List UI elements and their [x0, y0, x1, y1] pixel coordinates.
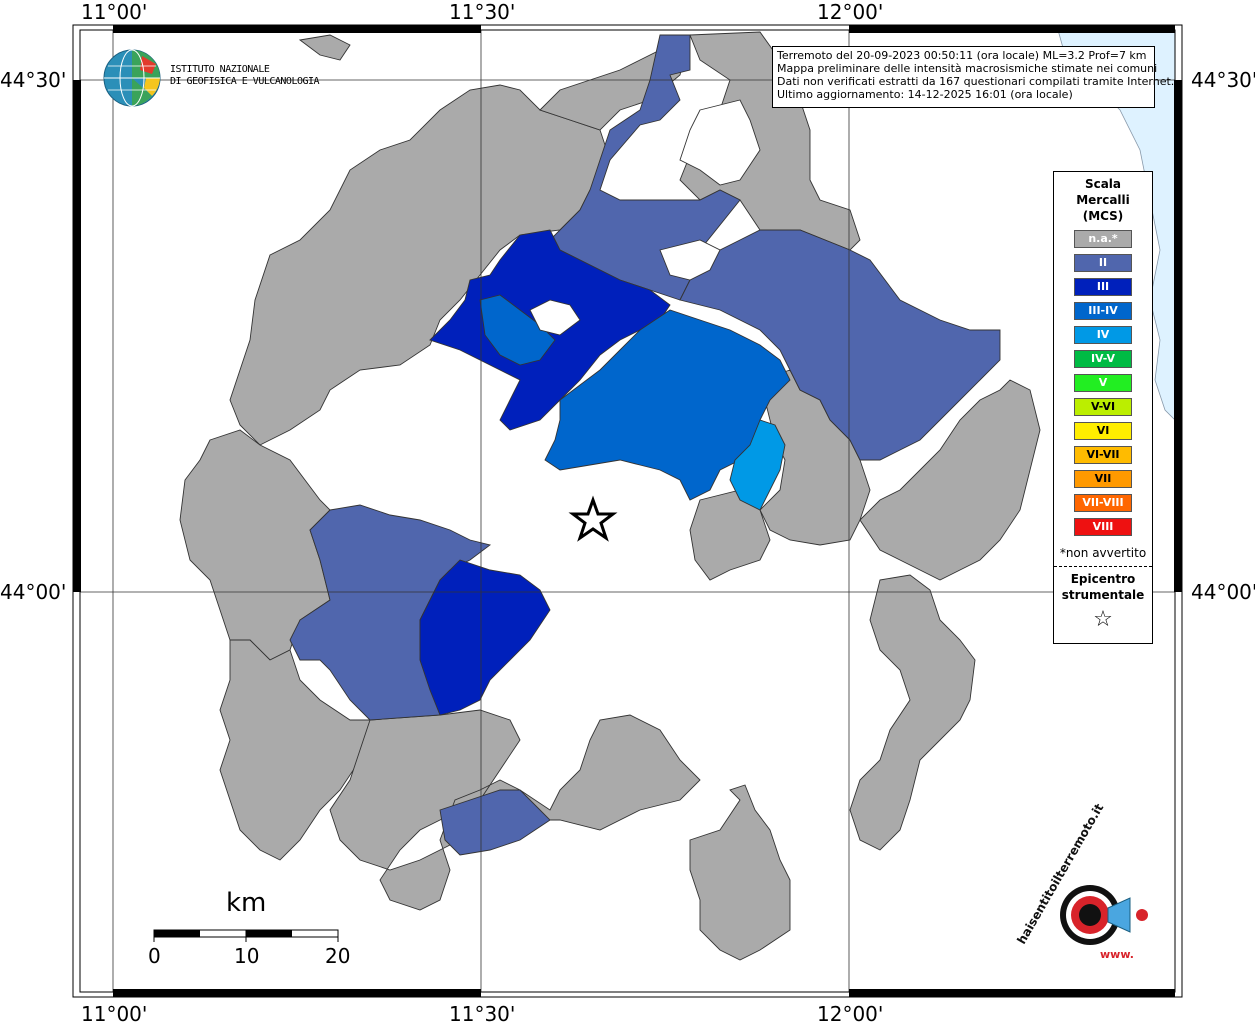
coord-right-1: 44°30'	[1191, 68, 1255, 92]
map-frame	[72, 24, 1183, 998]
legend-item: VI	[1074, 422, 1132, 440]
legend-item: II	[1074, 254, 1132, 272]
unassigned-areas	[529, 99, 761, 336]
event-info-box: Terremoto del 20-09-2023 00:50:11 (ora l…	[772, 46, 1175, 108]
coord-left-1: 44°30'	[0, 68, 67, 92]
event-info-line3: Dati non verificati estratti da 167 ques…	[777, 75, 1175, 88]
coord-bottom-1: 11°00'	[81, 1002, 148, 1026]
epicenter-star-icon	[568, 495, 618, 542]
scale-tick-10: 10	[234, 944, 260, 968]
ingv-line1: ISTITUTO NAZIONALE	[170, 64, 270, 75]
legend-title-1: Scala	[1084, 177, 1122, 191]
legend-item: VIII	[1074, 518, 1132, 536]
coord-top-3: 12°00'	[817, 0, 884, 24]
legend-title: Scala Mercalli (MCS)	[1054, 176, 1152, 224]
legend-item: n.a.*	[1074, 230, 1132, 248]
legend-item: V-VI	[1074, 398, 1132, 416]
municipalities-not-felt	[179, 31, 1041, 961]
legend-epi-2: strumentale	[1061, 588, 1145, 602]
coord-top-1: 11°00'	[81, 0, 148, 24]
haisentito-www: www.	[1100, 948, 1134, 961]
legend-item: VI-VII	[1074, 446, 1132, 464]
legend-separator	[1054, 566, 1152, 567]
ingv-name: ISTITUTO NAZIONALE DI GEOFISICA E VULCAN…	[170, 64, 320, 88]
legend-epicenter-label: Epicentro strumentale	[1054, 571, 1152, 603]
scale-bar	[153, 929, 339, 942]
municipalities-intensity-II	[289, 34, 1001, 856]
legend-item: VII-VIII	[1074, 494, 1132, 512]
municipalities-intensity-IV	[729, 419, 786, 511]
scale-unit: km	[226, 888, 267, 918]
ingv-logo: ISTITUTO NAZIONALE DI GEOFISICA E VULCAN…	[100, 48, 320, 110]
legend-title-3: (MCS)	[1082, 209, 1124, 223]
legend-epi-1: Epicentro	[1070, 572, 1136, 586]
event-info-line4: Ultimo aggiornamento: 14-12-2025 16:01 (…	[777, 88, 1073, 101]
intensity-legend: Scala Mercalli (MCS) n.a.* II III III-IV IV I…	[1053, 171, 1153, 644]
globe-icon	[103, 49, 161, 107]
legend-title-2: Mercalli	[1076, 193, 1130, 207]
legend-item: IV-V	[1074, 350, 1132, 368]
legend-item: III	[1074, 278, 1132, 296]
haisentito-logo: haisentitoilterremoto.it www.	[1014, 801, 1160, 970]
legend-note: *non avvertito	[1059, 546, 1147, 560]
megaphone-icon	[1060, 885, 1148, 945]
legend-item: IV	[1074, 326, 1132, 344]
coord-right-2: 44°00'	[1191, 580, 1255, 604]
coord-top-2: 11°30'	[449, 0, 516, 24]
event-info-line2: Mappa preliminare delle intensità macros…	[777, 62, 1158, 75]
coord-left-2: 44°00'	[0, 580, 67, 604]
legend-item: VII	[1074, 470, 1132, 488]
municipalities-intensity-III-IV	[479, 294, 791, 501]
coord-bottom-3: 12°00'	[817, 1002, 884, 1026]
scale-tick-0: 0	[148, 944, 161, 968]
legend-star-icon: ☆	[1093, 607, 1113, 632]
scale-tick-20: 20	[325, 944, 351, 968]
legend-item: III-IV	[1074, 302, 1132, 320]
graticule	[80, 30, 1175, 992]
event-info-line1: Terremoto del 20-09-2023 00:50:11 (ora l…	[777, 49, 1147, 62]
ingv-line2: DI GEOFISICA E VULCANOLOGIA	[170, 76, 320, 87]
coord-bottom-2: 11°30'	[449, 1002, 516, 1026]
legend-items: n.a.* II III III-IV IV IV-V V V-VI VI VI-VII VII VI…	[1054, 230, 1152, 536]
legend-item: V	[1074, 374, 1132, 392]
